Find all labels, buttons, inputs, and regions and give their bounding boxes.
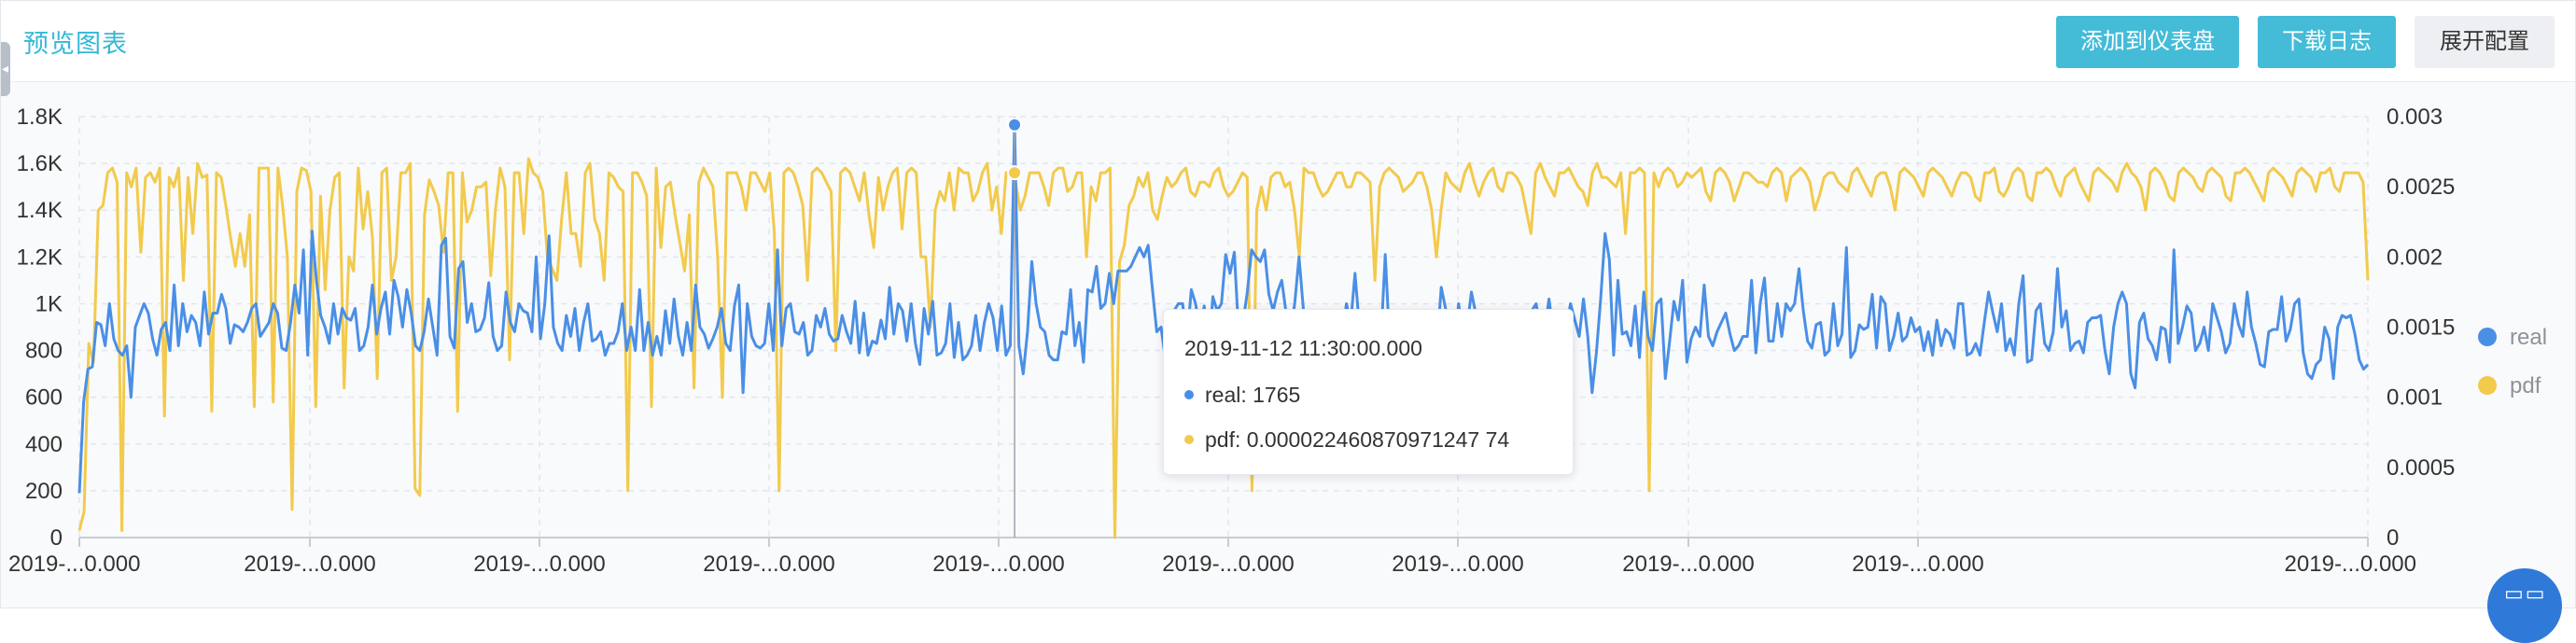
y-left-tick-label: 400	[25, 432, 63, 457]
y-left-tick-label: 1.6K	[17, 151, 63, 176]
legend-label-pdf: pdf	[2510, 373, 2541, 398]
legend-label-real: real	[2510, 325, 2547, 350]
tooltip-pdf-row: pdf: 0.000022460870971247 74	[1184, 427, 1509, 453]
line-chart[interactable]: 0 200 400 600 800 1K 1.2K 1.4K 1.6K 1.8K 0 0.0005 0.…	[1, 81, 2575, 608]
panel-header: 预览图表 添加到仪表盘 下载日志 展开配置	[1, 1, 2575, 82]
arrow-left-icon: ◂	[2, 61, 9, 76]
x-tick-label: 2019-...0.000	[2285, 552, 2416, 577]
y-right-tick-label: 0.003	[2387, 105, 2443, 130]
x-tick-label: 2019-...0.000	[703, 552, 834, 577]
tooltip-time: 2019-11-12 11:30:00.000	[1184, 336, 1422, 360]
legend-marker-real	[2478, 328, 2497, 346]
y-left-tick-label: 1.4K	[17, 198, 63, 223]
legend-marker-pdf	[2478, 376, 2497, 395]
y-right-tick-label: 0	[2387, 525, 2399, 551]
chart-tooltip: 2019-11-12 11:30:00.000 real: 1765 pdf: …	[1163, 309, 1574, 475]
x-tick-label: 2019-...0.000	[473, 552, 605, 577]
tooltip-real-row: real: 1765	[1184, 383, 1300, 408]
y-right-tick-label: 0.0025	[2387, 175, 2455, 200]
hover-point-real	[1007, 117, 1023, 133]
x-tick-label: 2019-...0.000	[1162, 552, 1294, 577]
hover-point-pdf	[1007, 165, 1023, 181]
pdf-dot-icon	[1184, 434, 1194, 444]
y-right-tick-label: 0.0015	[2387, 315, 2455, 341]
real-dot-icon	[1184, 389, 1194, 399]
y-right-tick-label: 0.0005	[2387, 455, 2455, 481]
x-tick-label: 2019-...0.000	[1392, 552, 1523, 577]
y-left-tick-label: 1.8K	[17, 105, 63, 130]
y-left-tick-label: 200	[25, 479, 63, 504]
collapse-tab[interactable]: ◂	[1, 42, 10, 96]
y-right-tick-label: 0.001	[2387, 385, 2443, 411]
x-tick-label: 2019-...0.000	[1852, 552, 1983, 577]
x-tick-label: 2019-...0.000	[8, 552, 140, 577]
series-line-pdf	[77, 157, 2370, 539]
y-left-tick-label: 0	[50, 525, 63, 551]
y-left-tick-label: 1.2K	[17, 245, 63, 270]
y-left-tick-label: 600	[25, 385, 63, 411]
x-tick-label: 2019-...0.000	[244, 552, 375, 577]
expand-config-button[interactable]: 展开配置	[2415, 16, 2555, 68]
download-log-button[interactable]: 下载日志	[2258, 16, 2396, 68]
y-right-tick-label: 0.002	[2387, 245, 2443, 270]
tooltip-pdf: pdf: 0.000022460870971247 74	[1205, 427, 1510, 452]
add-to-dashboard-button[interactable]: 添加到仪表盘	[2056, 16, 2239, 68]
x-tick-label: 2019-...0.000	[932, 552, 1064, 577]
corner-action-button[interactable]: ▭▭	[2487, 568, 2562, 643]
tooltip-real: real: 1765	[1205, 383, 1301, 407]
series-line-real	[77, 123, 2370, 494]
grid-icon: ▭▭	[2504, 581, 2547, 605]
y-left-tick-label: 800	[25, 339, 63, 364]
y-left-tick-label: 1K	[35, 291, 63, 316]
panel-title: 预览图表	[23, 30, 128, 58]
x-tick-label: 2019-...0.000	[1622, 552, 1754, 577]
